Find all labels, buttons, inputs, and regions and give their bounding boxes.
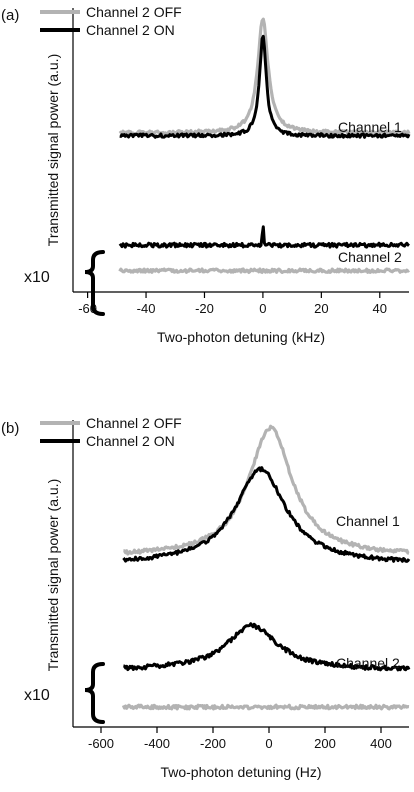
x-ticks-b: -600 -400 -200 0 200 400 <box>88 727 392 751</box>
series-line-channel-2-off-channel-2-b <box>121 703 410 711</box>
brace-a <box>84 250 105 316</box>
x-axis-title-b: Two-photon detuning (Hz) <box>160 764 321 780</box>
panel-label-b: (b) <box>1 420 19 437</box>
annotation-channel-2-a: Channel 2 <box>338 249 402 265</box>
plot-area-a <box>118 17 411 274</box>
x-tick-label-a: 20 <box>314 301 328 316</box>
legend-a: Channel 2 OFF Channel 2 ON <box>40 4 182 38</box>
series-line-channel-2-off-channel-1-a <box>118 17 411 136</box>
series-line-channel-2-on-channel-1-a <box>119 34 411 139</box>
legend-label-on-b: Channel 2 ON <box>86 433 175 449</box>
scale-note-b: x10 <box>24 662 105 724</box>
legend-label-off-a: Channel 2 OFF <box>86 4 182 20</box>
legend-label-on-a: Channel 2 ON <box>86 22 175 38</box>
scale-note-a: x10 <box>24 250 105 316</box>
plot-area-b <box>121 424 411 711</box>
x-ticks-a: -60 -40 -20 0 20 40 <box>78 292 387 316</box>
y-axis-title-b: Transmitted signal power (a.u.) <box>45 479 61 671</box>
panel-a: (a) -60 -40 -20 0 20 40 Two-photon detuning (… <box>1 4 411 345</box>
series-line-channel-2-on-channel-2-a <box>118 225 410 249</box>
annotation-channel-1-a: Channel 1 <box>338 119 402 135</box>
annotation-channel-2-b: Channel 2 <box>336 655 400 671</box>
series-line-channel-2-off-channel-1-b <box>122 424 410 556</box>
x-tick-label-b: -600 <box>88 736 114 751</box>
panel-label-a: (a) <box>1 7 19 24</box>
x-axis-title-a: Two-photon detuning (kHz) <box>157 329 325 345</box>
x-tick-label-b: -400 <box>144 736 170 751</box>
annotation-channel-1-b: Channel 1 <box>336 513 400 529</box>
x-tick-label-a: -20 <box>195 301 214 316</box>
series-line-channel-2-off-channel-2-a <box>118 267 411 274</box>
series-line-channel-2-on-channel-1-b <box>122 466 411 563</box>
x-tick-label-a: -40 <box>137 301 156 316</box>
x10-label-a: x10 <box>24 269 50 286</box>
x-tick-label-a: 40 <box>373 301 387 316</box>
series-line-channel-2-on-channel-2-b <box>123 622 411 672</box>
x-tick-label-a: 0 <box>259 301 266 316</box>
x-tick-label-b: 200 <box>314 736 336 751</box>
x-tick-label-b: -200 <box>200 736 226 751</box>
x10-label-b: x10 <box>24 687 50 704</box>
x-tick-label-b: 0 <box>265 736 272 751</box>
y-axis-title-a: Transmitted signal power (a.u.) <box>45 54 61 246</box>
panel-b: (b) -600 -400 -200 0 200 400 Two-photon detun… <box>1 415 411 780</box>
legend-b: Channel 2 OFF Channel 2 ON <box>40 415 182 449</box>
brace-b <box>84 662 105 724</box>
x-tick-label-b: 400 <box>370 736 392 751</box>
legend-label-off-b: Channel 2 OFF <box>86 415 182 431</box>
